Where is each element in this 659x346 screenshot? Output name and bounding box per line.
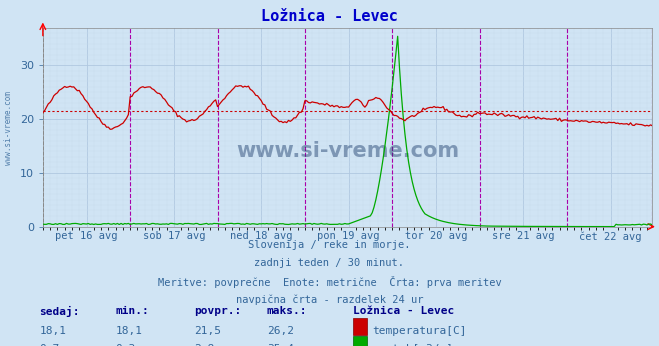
Text: 0,3: 0,3: [115, 344, 136, 346]
Text: zadnji teden / 30 minut.: zadnji teden / 30 minut.: [254, 258, 405, 268]
Text: navpična črta - razdelek 24 ur: navpična črta - razdelek 24 ur: [236, 294, 423, 305]
Text: Slovenija / reke in morje.: Slovenija / reke in morje.: [248, 240, 411, 251]
Text: www.si-vreme.com: www.si-vreme.com: [4, 91, 13, 165]
Text: pretok[m3/s]: pretok[m3/s]: [372, 344, 453, 346]
Text: min.:: min.:: [115, 306, 149, 316]
Text: 18,1: 18,1: [40, 326, 67, 336]
Text: 18,1: 18,1: [115, 326, 142, 336]
Text: 35,4: 35,4: [267, 344, 294, 346]
Text: 2,8: 2,8: [194, 344, 215, 346]
Text: www.si-vreme.com: www.si-vreme.com: [236, 141, 459, 161]
Text: Ložnica - Levec: Ložnica - Levec: [261, 9, 398, 24]
Text: sedaj:: sedaj:: [40, 306, 80, 317]
Text: maks.:: maks.:: [267, 306, 307, 316]
Text: 26,2: 26,2: [267, 326, 294, 336]
Text: temperatura[C]: temperatura[C]: [372, 326, 467, 336]
Text: Ložnica - Levec: Ložnica - Levec: [353, 306, 454, 316]
Text: Meritve: povprečne  Enote: metrične  Črta: prva meritev: Meritve: povprečne Enote: metrične Črta:…: [158, 276, 501, 289]
Text: 21,5: 21,5: [194, 326, 221, 336]
Text: 0,7: 0,7: [40, 344, 60, 346]
Text: povpr.:: povpr.:: [194, 306, 242, 316]
